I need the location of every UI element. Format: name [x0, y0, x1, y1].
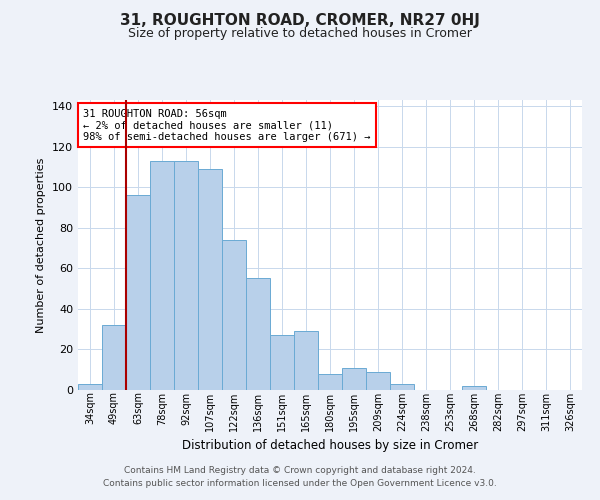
Bar [246, 278, 270, 390]
Text: Size of property relative to detached houses in Cromer: Size of property relative to detached ho… [128, 28, 472, 40]
Bar [342, 368, 366, 390]
Text: Contains HM Land Registry data © Crown copyright and database right 2024.
Contai: Contains HM Land Registry data © Crown c… [103, 466, 497, 487]
Bar [390, 384, 414, 390]
Y-axis label: Number of detached properties: Number of detached properties [37, 158, 46, 332]
Bar [366, 372, 390, 390]
Bar [126, 196, 150, 390]
Text: 31 ROUGHTON ROAD: 56sqm
← 2% of detached houses are smaller (11)
98% of semi-det: 31 ROUGHTON ROAD: 56sqm ← 2% of detached… [83, 108, 371, 142]
Bar [174, 161, 198, 390]
Bar [102, 325, 126, 390]
Bar [78, 384, 102, 390]
Bar [462, 386, 486, 390]
Bar [222, 240, 246, 390]
X-axis label: Distribution of detached houses by size in Cromer: Distribution of detached houses by size … [182, 439, 478, 452]
Bar [294, 331, 318, 390]
Bar [198, 169, 222, 390]
Text: 31, ROUGHTON ROAD, CROMER, NR27 0HJ: 31, ROUGHTON ROAD, CROMER, NR27 0HJ [120, 12, 480, 28]
Bar [150, 161, 174, 390]
Bar [270, 335, 294, 390]
Bar [318, 374, 342, 390]
